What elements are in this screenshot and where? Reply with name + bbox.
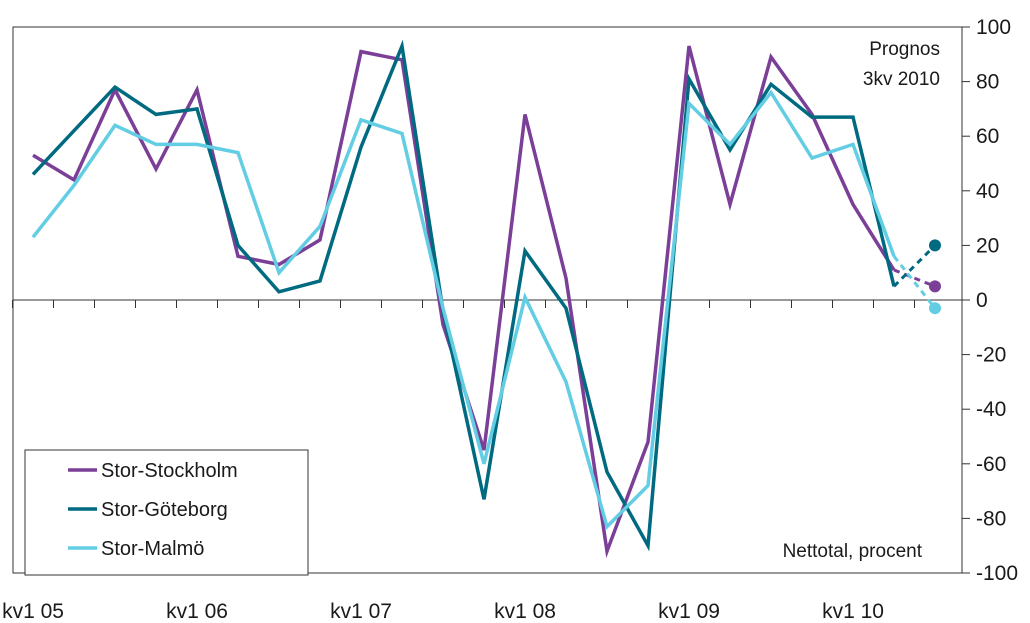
forecast-point-1 [929, 280, 941, 293]
x-tick-label: kv1 09 [658, 600, 720, 623]
unit-annotation: Nettotal, procent [783, 541, 923, 562]
forecast-line-3 [892, 255, 937, 310]
y-tick-label: 60 [976, 125, 999, 148]
x-tick-label: kv1 06 [166, 600, 228, 623]
x-tick-label: kv1 07 [330, 600, 392, 623]
legend-label: Stor-Göteborg [101, 499, 228, 521]
y-tick-label: -20 [976, 344, 1006, 367]
y-axis: 100 80 60 40 20 0 -20 -40 -60 -80 -100 [962, 16, 1018, 585]
y-tick-label: 80 [976, 71, 999, 94]
y-tick-label: -80 [976, 507, 1006, 530]
y-tick-label: -40 [976, 398, 1006, 421]
y-tick-label: 100 [976, 16, 1011, 39]
forecast-point-3 [929, 302, 941, 315]
y-tick-label: -100 [976, 562, 1018, 585]
series-line-3 [31, 89, 896, 530]
legend: Stor-Stockholm Stor-Göteborg Stor-Malmö [24, 449, 309, 576]
y-tick-label: 0 [976, 289, 988, 312]
forecast-line-1 [893, 268, 936, 288]
legend-label: Stor-Malmö [101, 538, 204, 560]
y-tick-label: -60 [976, 453, 1006, 476]
x-tick-label: kv1 10 [822, 600, 884, 623]
x-tick-label: kv1 05 [2, 600, 64, 623]
series-lines [31, 39, 896, 559]
legend-label: Stor-Stockholm [101, 460, 238, 482]
x-axis: kv1 05 kv1 06 kv1 07 kv1 08 kv1 09 kv1 10 [2, 299, 962, 623]
forecast-line-2 [892, 244, 937, 288]
forecast-segments [892, 239, 941, 315]
y-tick-label: 40 [976, 180, 999, 203]
x-tick-label: kv1 08 [494, 600, 556, 623]
y-tick-label: 20 [976, 234, 999, 257]
forecast-annotation-line1: Prognos [869, 39, 940, 60]
forecast-annotation-line2: 3kv 2010 [863, 69, 940, 90]
forecast-point-2 [929, 239, 941, 252]
